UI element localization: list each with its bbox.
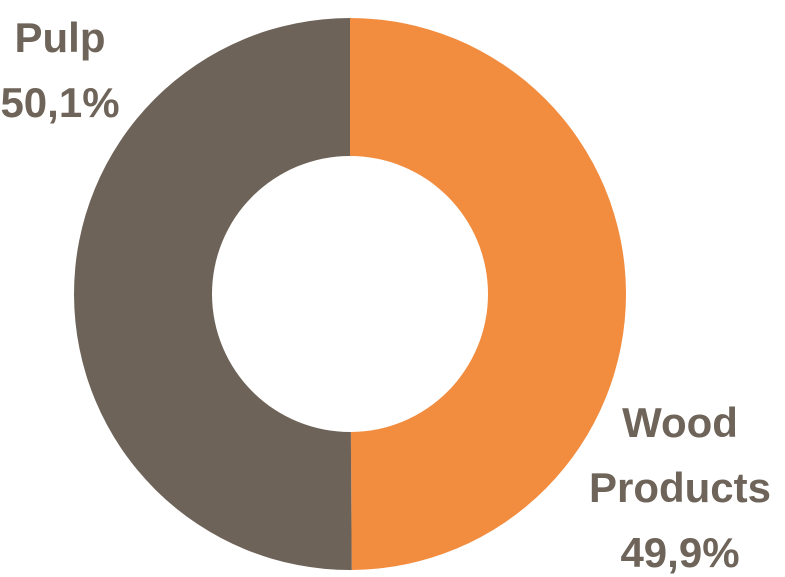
label-wood-value: 49,9% [620,529,739,576]
label-wood-name-line1: Wood [622,399,738,446]
label-pulp-name: Pulp [15,14,106,61]
label-wood-name-line2: Products [589,464,771,511]
slice-wood-products [350,18,627,570]
slice-pulp [74,18,352,570]
slices-group [74,18,627,570]
label-pulp-value: 50,1% [0,79,119,126]
